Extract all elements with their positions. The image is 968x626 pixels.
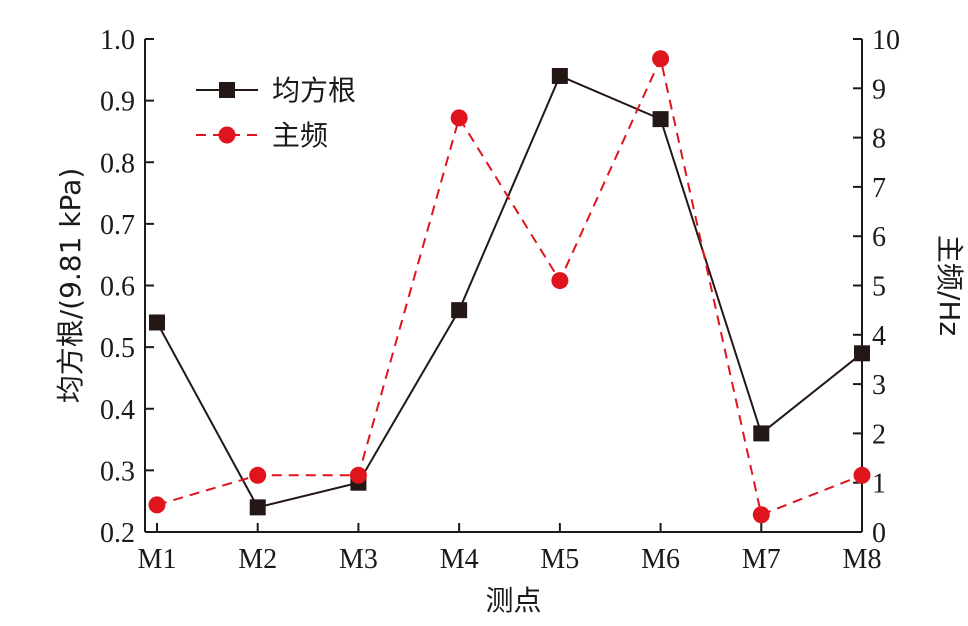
y-right-tick-label: 2: [872, 419, 886, 450]
x-tick-label: M1: [138, 544, 177, 575]
y-right-tick-label: 7: [872, 173, 886, 204]
y-right-tick-label: 6: [872, 222, 886, 253]
data-point-circle: [853, 466, 871, 484]
x-tick-label: M2: [238, 544, 277, 575]
data-point-square: [753, 425, 770, 442]
y-right-tick-label: 1: [872, 469, 886, 500]
data-point-circle: [349, 466, 367, 484]
y-right-tick-label: 5: [872, 272, 886, 303]
x-axis-title: 测点: [485, 584, 541, 617]
y-right-tick-label: 3: [872, 370, 886, 401]
y-left-tick-label: 1.0: [100, 25, 135, 56]
data-point-circle: [249, 466, 267, 484]
y-left-tick-label: 0.2: [100, 518, 135, 549]
data-point-square: [149, 314, 165, 331]
x-tick-label: M4: [440, 544, 479, 575]
y-left-tick-label: 0.3: [100, 456, 135, 487]
y-left-tick-label: 0.7: [100, 210, 135, 241]
legend-marker-circle: [218, 126, 236, 144]
y-left-tick-label: 0.9: [100, 87, 135, 118]
x-tick-label: M7: [742, 544, 781, 575]
series-1: [149, 67, 870, 516]
y-left-tick-label: 0.5: [100, 333, 135, 364]
y-right-tick-label: 9: [872, 74, 886, 105]
data-point-circle: [148, 496, 166, 514]
y-right-tick-label: 8: [872, 124, 886, 155]
legend-marker-square: [219, 82, 235, 98]
data-point-circle: [652, 50, 670, 68]
series-line: [156, 74, 863, 509]
y-right-tick-label: 10: [872, 25, 900, 56]
x-tick-label: M8: [843, 544, 882, 575]
data-point-circle: [551, 272, 569, 290]
y-axis-left-title: 均方根/(9.81 kPa): [54, 168, 87, 404]
x-tick-label: M6: [641, 544, 680, 575]
x-tick-label: M3: [339, 544, 378, 575]
data-point-square: [854, 345, 870, 362]
series-2: [148, 50, 871, 524]
y-left-tick-label: 0.4: [100, 395, 135, 426]
data-point-circle: [752, 506, 770, 524]
y-right-tick-label: 4: [872, 321, 886, 352]
y-right-tick-label: 0: [872, 518, 886, 549]
data-point-circle: [450, 109, 468, 127]
legend-label: 主频: [272, 119, 328, 152]
y-left-tick-label: 0.8: [100, 148, 135, 179]
data-point-square: [249, 499, 266, 516]
axes: 0.2 0.3 0.4 0.5 0.6 0.7 0.8 0.9 1.0 0 1 2 3 4 5 6 7 8 9 10 M…: [100, 25, 900, 575]
y-axis-right-title: 主频/Hz: [933, 235, 966, 336]
series-line: [156, 55, 863, 517]
series-layer: [148, 50, 871, 524]
data-point-square: [652, 111, 669, 128]
data-point-square: [451, 302, 468, 319]
x-tick-label: M5: [540, 544, 579, 575]
y-left-tick-label: 0.6: [100, 272, 135, 303]
legend-label: 均方根: [272, 74, 356, 107]
data-point-square: [551, 67, 568, 84]
